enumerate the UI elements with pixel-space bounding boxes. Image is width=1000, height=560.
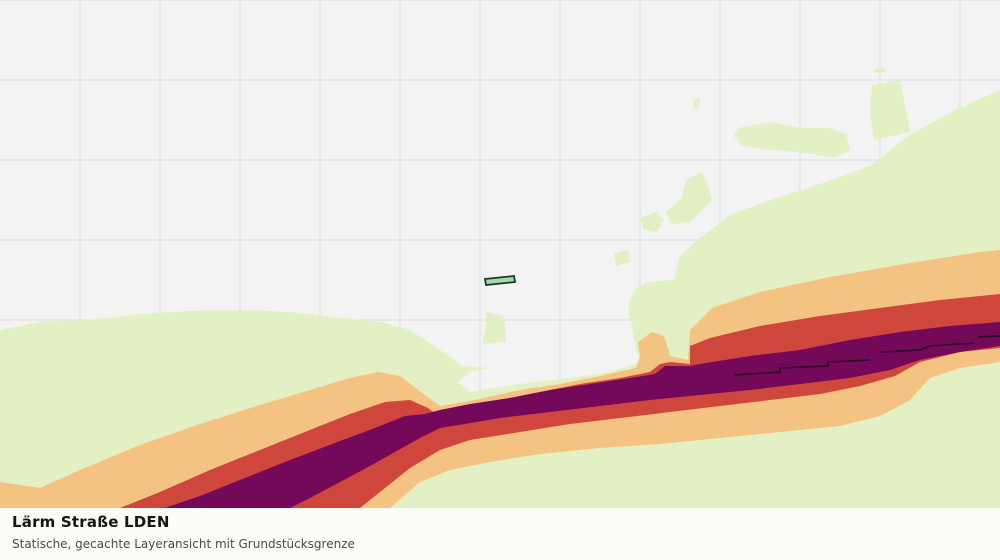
- noise-zone-class-2: [0, 250, 1000, 508]
- map-subtitle: Statische, gecachte Layeransicht mit Gru…: [12, 537, 355, 551]
- map-caption-panel: [0, 508, 1000, 560]
- map-title: Lärm Straße LDEN: [12, 513, 170, 531]
- noise-zone-class-4: [165, 322, 1000, 508]
- parcel-boundary[interactable]: [483, 275, 517, 286]
- noise-contour-lines: [734, 335, 1000, 376]
